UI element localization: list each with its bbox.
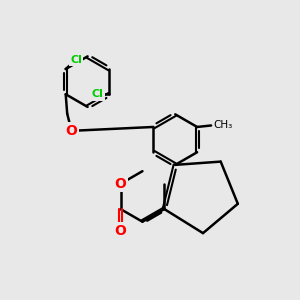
Text: O: O: [66, 124, 78, 138]
Text: Cl: Cl: [70, 55, 82, 65]
Text: Cl: Cl: [92, 89, 104, 99]
Text: O: O: [115, 224, 127, 238]
Text: CH₃: CH₃: [213, 121, 232, 130]
Text: O: O: [115, 177, 127, 191]
